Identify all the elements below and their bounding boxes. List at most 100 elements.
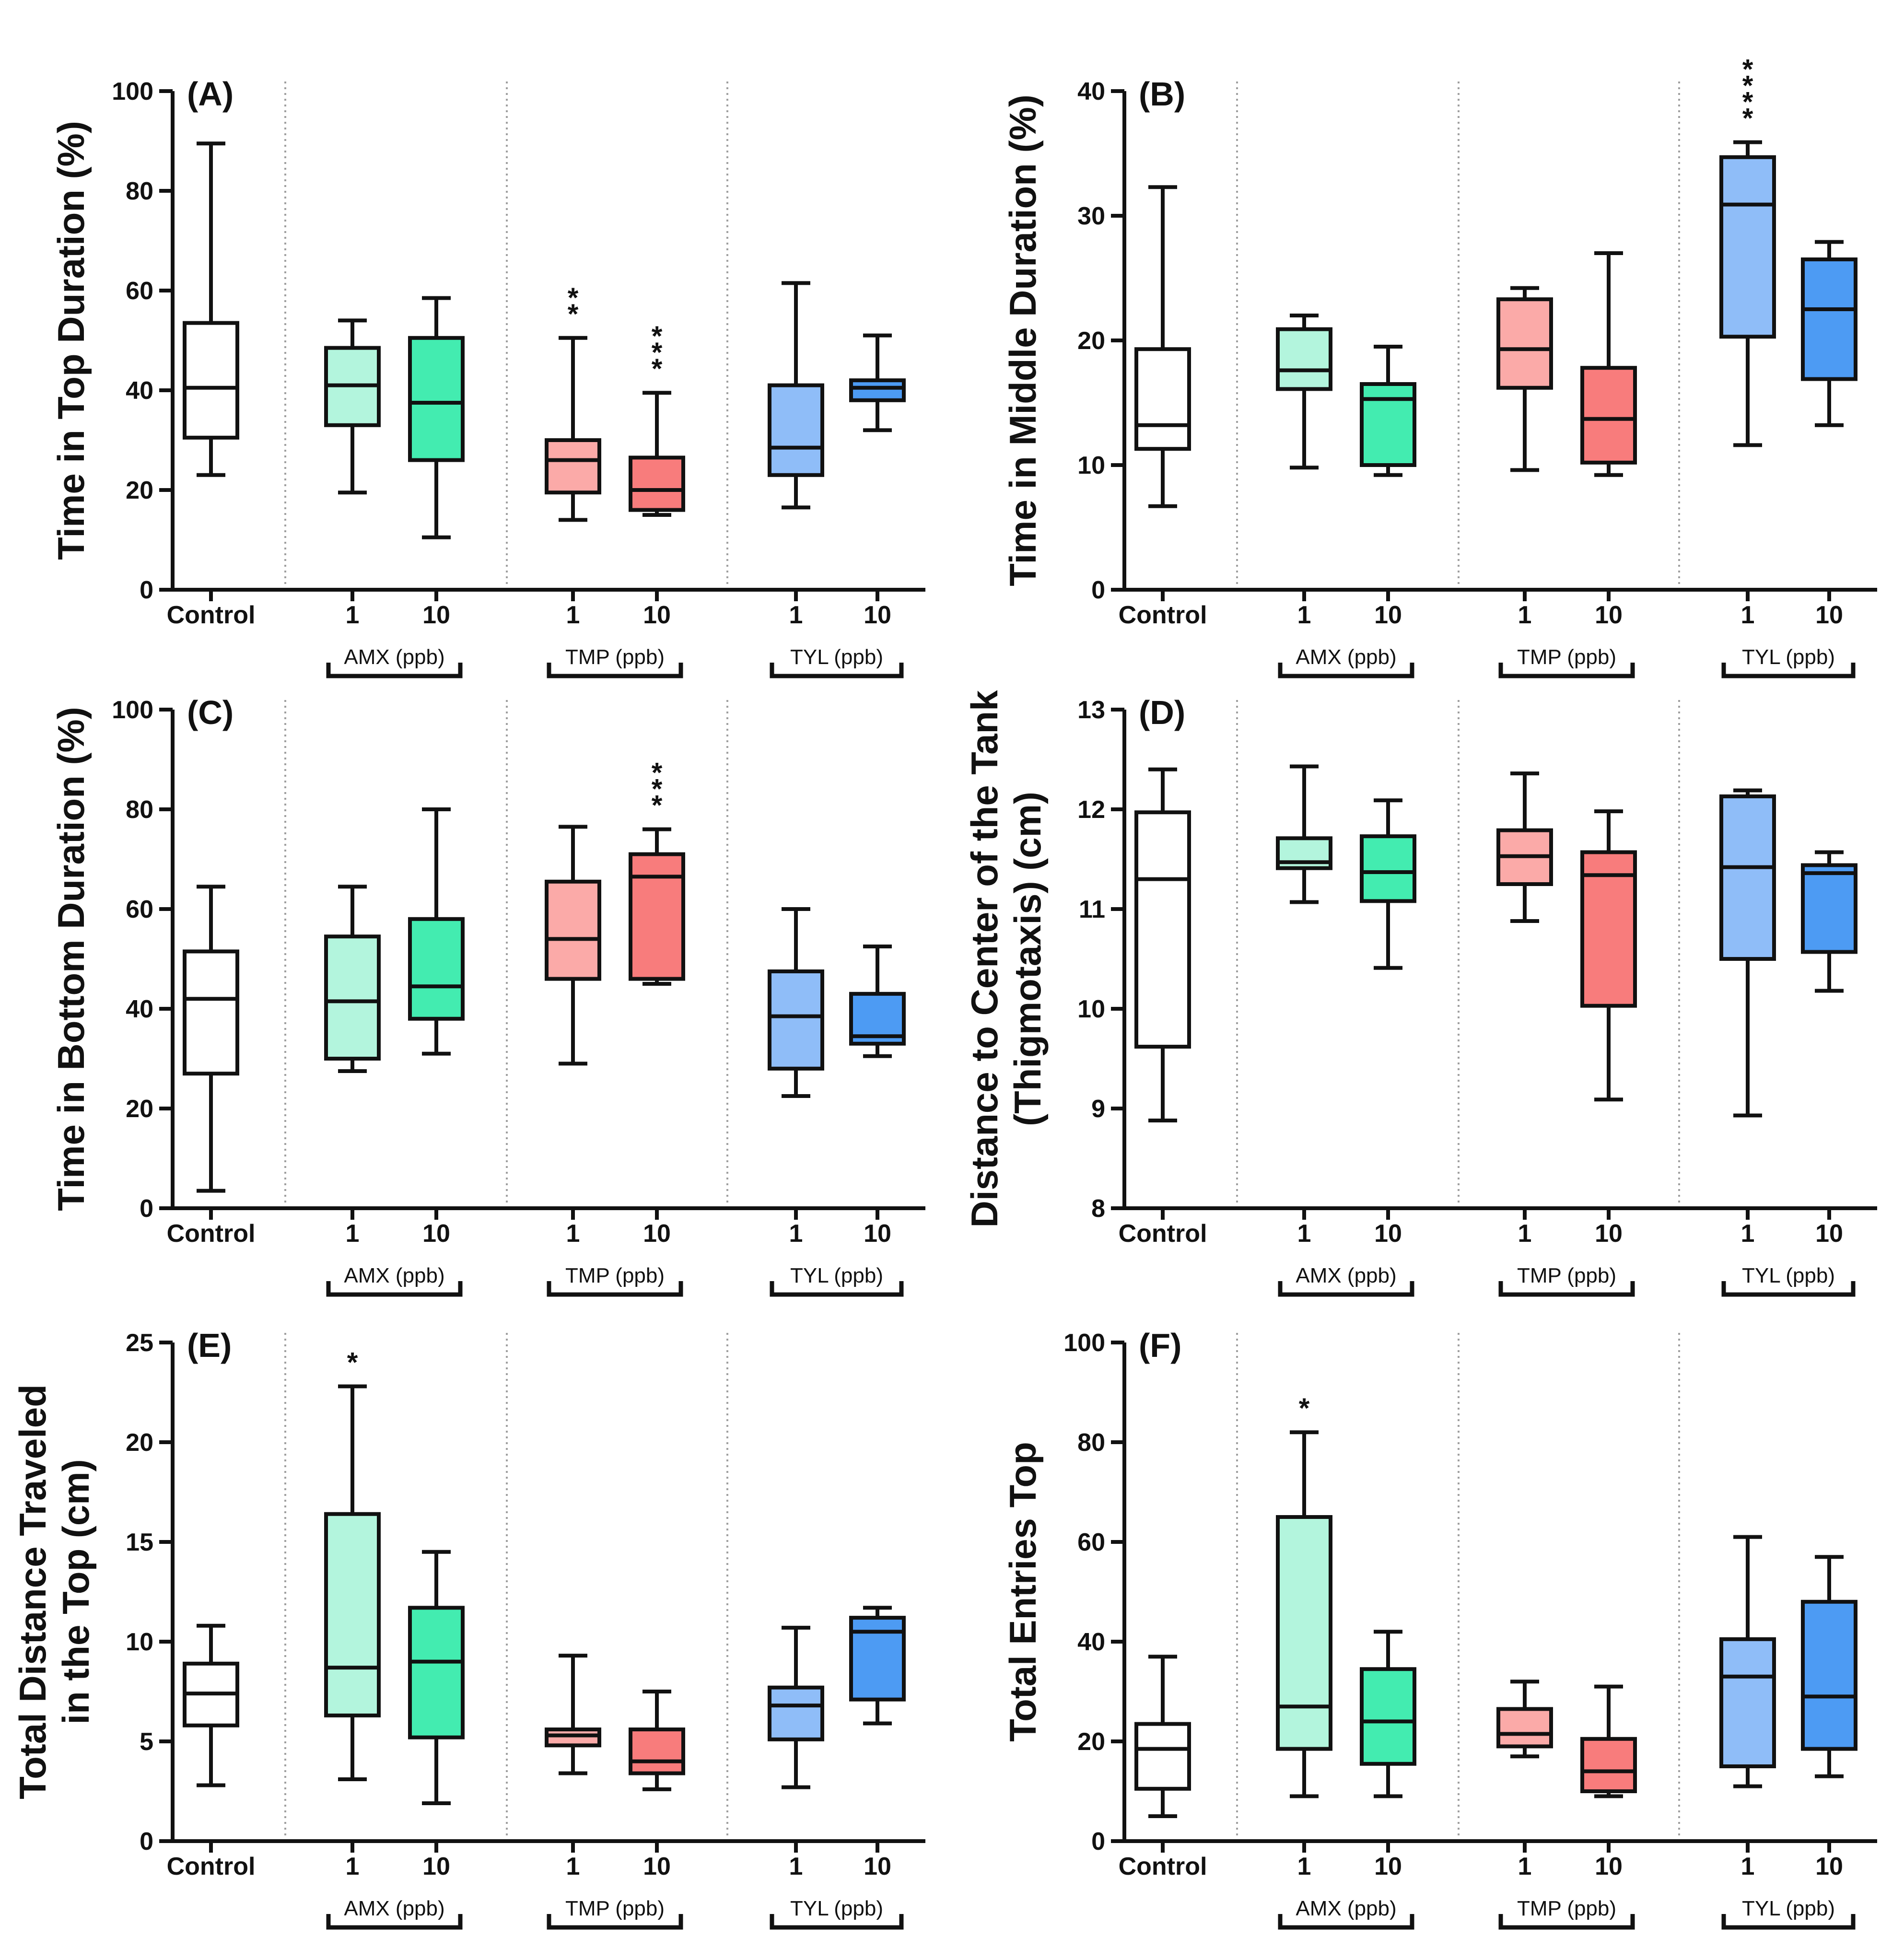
y-tick-label: 40 bbox=[1077, 1628, 1105, 1656]
significance-marker: * bbox=[652, 774, 663, 805]
group-label: TYL (ppb) bbox=[790, 1264, 883, 1287]
x-category-label: 10 bbox=[643, 601, 671, 629]
iqr-box bbox=[629, 455, 685, 512]
box-control bbox=[1134, 185, 1191, 508]
x-category-label: 1 bbox=[1741, 1853, 1755, 1880]
y-axis-title-line: (Thigmotaxis) (cm) bbox=[1006, 792, 1049, 1126]
y-tick-label: 0 bbox=[140, 1828, 153, 1856]
x-category-label: 1 bbox=[346, 601, 360, 629]
box-tyl-1: **** bbox=[1719, 54, 1776, 447]
box-amx-1: * bbox=[324, 1347, 381, 1782]
y-tick-label: 8 bbox=[1091, 1195, 1105, 1223]
group-label: TMP (ppb) bbox=[1517, 1897, 1616, 1920]
y-tick-label: 11 bbox=[1079, 896, 1105, 923]
group-bracket bbox=[326, 1281, 463, 1297]
y-tick-label: 5 bbox=[140, 1728, 153, 1756]
y-tick-label: 60 bbox=[1077, 1529, 1105, 1556]
y-tick-label: 10 bbox=[1077, 995, 1105, 1023]
x-category-label: 1 bbox=[566, 601, 580, 629]
y-tick-label: 13 bbox=[1077, 696, 1105, 724]
group-bracket bbox=[547, 663, 683, 678]
iqr-box bbox=[324, 1512, 381, 1717]
y-tick-label: 0 bbox=[1091, 1828, 1105, 1856]
y-axis-title-line: Total Distance Traveled bbox=[12, 1384, 54, 1799]
panel-letter: (C) bbox=[187, 694, 234, 731]
y-tick-label: 20 bbox=[1077, 327, 1105, 355]
x-category-label: 10 bbox=[422, 601, 450, 629]
iqr-box bbox=[408, 917, 465, 1021]
iqr-box bbox=[1134, 810, 1191, 1049]
x-category-label: Control bbox=[1119, 1853, 1207, 1880]
panel-F: 0 20 40 60 80 100 Control 1 10 1 10 1 10 AMX (ppb) TMP… bbox=[1002, 1327, 1877, 1930]
y-tick-label: 60 bbox=[126, 277, 153, 305]
box-tyl-10 bbox=[1801, 850, 1857, 993]
iqr-box bbox=[1801, 863, 1857, 954]
x-category-label: 1 bbox=[346, 1220, 360, 1248]
group-label: TMP (ppb) bbox=[565, 1264, 665, 1287]
x-category-label: 10 bbox=[1815, 601, 1843, 629]
y-tick-label: 100 bbox=[112, 78, 153, 105]
box-tyl-1 bbox=[768, 907, 824, 1098]
x-category-label: 10 bbox=[1595, 1220, 1623, 1248]
box-control bbox=[183, 141, 239, 477]
box-tmp-10 bbox=[629, 1690, 685, 1791]
group-label: TMP (ppb) bbox=[1517, 645, 1616, 669]
iqr-box bbox=[1134, 347, 1191, 451]
x-category-label: 1 bbox=[1297, 1853, 1311, 1880]
group-bracket bbox=[547, 1914, 683, 1930]
group-label: AMX (ppb) bbox=[1296, 645, 1396, 669]
group-label: TMP (ppb) bbox=[565, 645, 665, 669]
y-tick-label: 0 bbox=[1091, 576, 1105, 604]
panel-letter: (E) bbox=[187, 1327, 232, 1364]
group-label: TYL (ppb) bbox=[1742, 1897, 1835, 1920]
group-bracket bbox=[1498, 1914, 1635, 1930]
y-tick-label: 10 bbox=[1077, 452, 1105, 479]
y-tick-label: 10 bbox=[126, 1628, 153, 1656]
y-tick-label: 0 bbox=[140, 576, 153, 604]
x-category-label: 1 bbox=[566, 1220, 580, 1248]
group-bracket bbox=[547, 1281, 683, 1297]
box-tyl-10 bbox=[1801, 1555, 1857, 1778]
y-tick-label: 30 bbox=[1077, 202, 1105, 230]
significance-marker: * bbox=[1299, 1393, 1310, 1424]
y-axis-title-line: in the Top (cm) bbox=[55, 1459, 97, 1724]
x-category-label: Control bbox=[167, 1220, 256, 1248]
y-tick-label: 100 bbox=[112, 696, 153, 724]
x-category-label: 10 bbox=[643, 1220, 671, 1248]
y-tick-label: 80 bbox=[126, 796, 153, 824]
box-tyl-10 bbox=[849, 1606, 906, 1726]
y-tick-label: 40 bbox=[126, 995, 153, 1023]
y-tick-label: 80 bbox=[1077, 1429, 1105, 1457]
panel-letter: (D) bbox=[1139, 694, 1185, 731]
box-tyl-1 bbox=[768, 1625, 824, 1789]
box-tyl-1 bbox=[768, 281, 824, 510]
group-bracket bbox=[770, 663, 904, 678]
box-amx-1 bbox=[324, 885, 381, 1073]
panel-letter: (F) bbox=[1139, 1327, 1181, 1364]
x-category-label: 10 bbox=[864, 1853, 891, 1880]
x-category-label: 1 bbox=[1518, 1220, 1532, 1248]
x-category-label: Control bbox=[167, 1853, 256, 1880]
iqr-box bbox=[1801, 257, 1857, 381]
x-category-label: 1 bbox=[1297, 1220, 1311, 1248]
significance-marker: * bbox=[1742, 87, 1753, 118]
group-bracket bbox=[1721, 1914, 1856, 1930]
iqr-box bbox=[1580, 850, 1637, 1008]
panel-letter: (A) bbox=[187, 75, 234, 113]
x-category-label: 1 bbox=[1741, 601, 1755, 629]
box-tmp-10 bbox=[1580, 809, 1637, 1102]
iqr-box bbox=[1719, 155, 1776, 339]
significance-marker: * bbox=[1742, 54, 1753, 85]
group-label: AMX (ppb) bbox=[344, 1264, 444, 1287]
box-amx-10 bbox=[1360, 1630, 1416, 1798]
iqr-box bbox=[768, 969, 824, 1071]
box-control bbox=[183, 1623, 239, 1787]
iqr-box bbox=[545, 438, 601, 495]
box-tmp-1 bbox=[1496, 771, 1553, 923]
iqr-box bbox=[408, 336, 465, 462]
box-amx-1 bbox=[324, 318, 381, 495]
significance-marker: * bbox=[652, 337, 663, 368]
iqr-box bbox=[324, 934, 381, 1061]
iqr-box bbox=[1496, 1707, 1553, 1749]
